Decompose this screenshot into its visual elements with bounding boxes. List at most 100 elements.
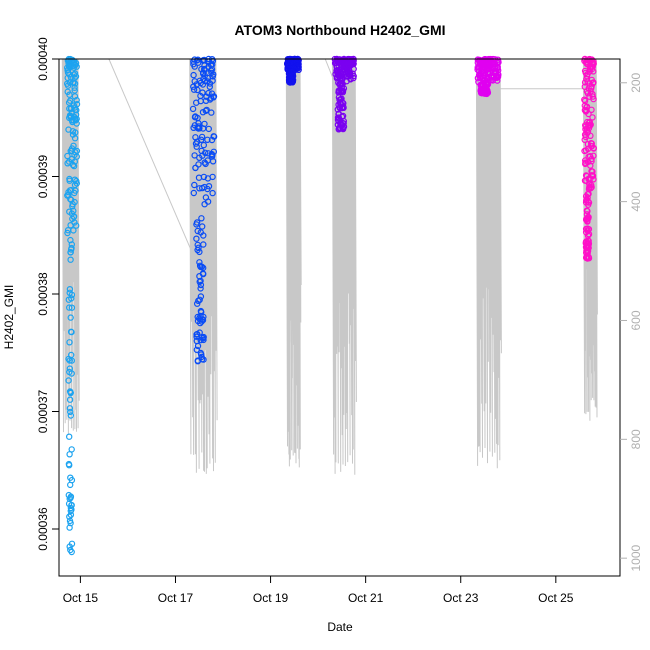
- data-point: [67, 256, 74, 263]
- data-point: [71, 87, 78, 94]
- x-tick-label: Oct 15: [63, 591, 99, 605]
- data-point: [199, 270, 207, 277]
- data-point: [196, 154, 203, 161]
- data-point: [200, 141, 207, 149]
- data-point: [198, 215, 205, 222]
- data-point: [67, 493, 75, 500]
- data-point: [71, 198, 78, 206]
- data-point: [196, 319, 204, 327]
- data-point: [197, 349, 204, 357]
- data-point: [65, 191, 72, 199]
- data-point: [583, 126, 591, 134]
- data-point: [71, 113, 78, 121]
- data-point: [66, 286, 74, 293]
- data-point: [190, 86, 198, 93]
- data-point: [66, 396, 74, 403]
- data-point: [588, 142, 596, 150]
- y-tick-label: 0.00036: [36, 507, 50, 551]
- data-point: [583, 107, 590, 114]
- data-point: [66, 388, 74, 395]
- data-point: [581, 67, 589, 75]
- data-point: [199, 69, 207, 76]
- data-point: [200, 336, 207, 344]
- data-point: [194, 124, 201, 132]
- data-point: [67, 507, 75, 515]
- data-point: [190, 71, 197, 79]
- data-point: [69, 161, 77, 169]
- data-point: [194, 313, 201, 321]
- data-point: [65, 158, 73, 165]
- data-point: [193, 81, 200, 88]
- data-point: [197, 293, 205, 300]
- series-flight-oct25: [581, 55, 597, 262]
- data-point: [205, 89, 212, 97]
- data-point: [202, 107, 209, 115]
- y-axis-label: H2402_GMI: [2, 285, 16, 350]
- data-point: [335, 101, 342, 108]
- data-point: [193, 219, 201, 226]
- data-point: [478, 89, 485, 97]
- data-point: [192, 113, 199, 120]
- data-point: [206, 83, 213, 91]
- x-tick-label: Oct 23: [443, 591, 479, 605]
- data-point: [210, 93, 218, 100]
- data-point: [193, 57, 200, 64]
- data-point: [67, 511, 75, 519]
- data-point: [70, 227, 77, 234]
- data-point: [199, 57, 207, 64]
- data-point: [587, 162, 594, 169]
- altitude-layer: [61, 58, 598, 475]
- data-point: [334, 114, 342, 121]
- altitude-transit-line-1: [108, 58, 192, 250]
- data-point: [71, 70, 79, 77]
- data-point: [68, 370, 75, 377]
- y2-tick-label: 1000: [629, 545, 643, 572]
- x-tick-label: Oct 21: [348, 591, 384, 605]
- data-point: [68, 295, 75, 302]
- data-point: [209, 189, 216, 197]
- data-point: [67, 314, 74, 321]
- data-point: [68, 241, 76, 248]
- data-point: [68, 56, 75, 64]
- y-tick-label: 0.00037: [36, 389, 50, 433]
- data-point: [67, 474, 74, 481]
- data-point: [64, 74, 71, 82]
- y2-tick-label: 800: [629, 429, 643, 449]
- data-point: [189, 105, 197, 113]
- x-axis: Oct 15 Oct 17 Oct 19 Oct 21 Oct 23 Oct 25: [63, 575, 574, 605]
- data-point: [210, 133, 218, 140]
- data-point: [197, 285, 204, 292]
- data-point: [67, 546, 74, 554]
- data-point: [66, 451, 73, 458]
- data-point: [73, 96, 80, 104]
- data-point: [203, 106, 210, 114]
- data-point: [71, 61, 78, 68]
- data-point: [200, 173, 208, 181]
- data-point: [64, 152, 71, 160]
- data-point: [585, 190, 592, 198]
- data-point: [477, 72, 484, 80]
- data-point: [202, 194, 210, 201]
- data-point: [68, 540, 76, 548]
- data-point: [209, 173, 216, 181]
- data-point: [193, 346, 200, 353]
- data-point: [64, 88, 71, 96]
- data-point: [339, 119, 346, 127]
- data-point: [590, 95, 597, 103]
- data-point: [585, 201, 592, 208]
- data-point: [66, 105, 73, 112]
- data-point: [201, 200, 208, 208]
- altitude-transit-line-2: [324, 58, 336, 83]
- data-point: [589, 79, 597, 87]
- data-point: [64, 160, 71, 167]
- data-point: [197, 307, 205, 315]
- data-point: [66, 524, 73, 531]
- data-point: [64, 229, 71, 237]
- data-point: [72, 59, 80, 67]
- data-point: [65, 126, 72, 133]
- data-point: [198, 133, 206, 141]
- data-point: [67, 412, 75, 419]
- data-point: [493, 67, 500, 75]
- data-point: [66, 175, 73, 183]
- data-point: [68, 501, 75, 509]
